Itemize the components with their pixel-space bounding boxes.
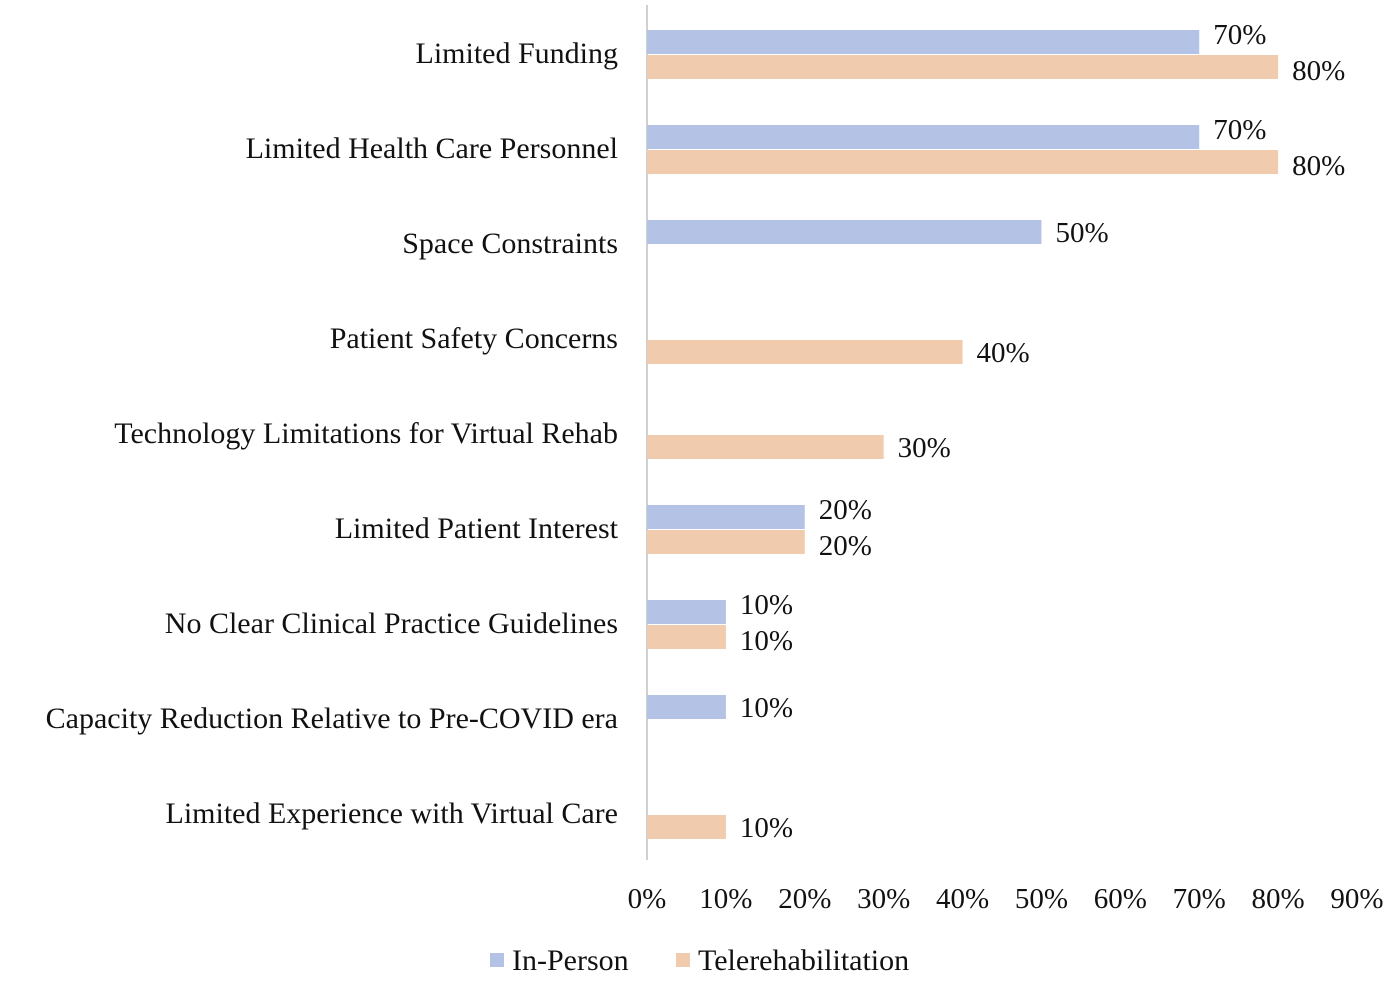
x-tick-label: 10% [699, 883, 752, 915]
bar-in-person [647, 30, 1200, 54]
bar-telerehabilitation [647, 530, 805, 554]
data-label: 40% [977, 337, 1030, 369]
bar-in-person [647, 220, 1042, 244]
category-label: Capacity Reduction Relative to Pre-COVID… [46, 702, 618, 735]
legend-swatch [676, 953, 690, 967]
bar-telerehabilitation [647, 435, 884, 459]
x-tick-label: 90% [1330, 883, 1383, 915]
category-label: Limited Patient Interest [335, 512, 619, 545]
category-label: Technology Limitations for Virtual Rehab [114, 417, 618, 450]
legend-label: In-Person [512, 944, 629, 977]
category-label: Space Constraints [402, 227, 618, 260]
x-tick-label: 20% [778, 883, 831, 915]
legend: In-Person Telerehabilitation [490, 944, 909, 977]
bar-in-person [647, 600, 726, 624]
bar-telerehabilitation [647, 55, 1279, 79]
x-tick-label: 70% [1173, 883, 1226, 915]
data-label: 80% [1292, 150, 1345, 182]
legend-label: Telerehabilitation [698, 944, 909, 977]
legend-swatch [490, 953, 504, 967]
x-axis-ticks: 0% 10% 20% 30% 40% 50% 60% 70% 80% 90% [628, 883, 1384, 915]
bar-telerehabilitation [647, 815, 726, 839]
category-label: Limited Experience with Virtual Care [166, 797, 619, 830]
x-tick-label: 30% [857, 883, 910, 915]
bar-in-person [647, 505, 805, 529]
data-label: 70% [1213, 114, 1266, 146]
category-label: Limited Health Care Personnel [246, 132, 618, 165]
bar-telerehabilitation [647, 150, 1279, 174]
data-label: 10% [740, 812, 793, 844]
bar-in-person [647, 695, 726, 719]
data-label: 10% [740, 625, 793, 657]
x-tick-label: 50% [1015, 883, 1068, 915]
x-tick-label: 80% [1252, 883, 1305, 915]
bar-telerehabilitation [647, 625, 726, 649]
data-label: 10% [740, 589, 793, 621]
data-label: 50% [1055, 217, 1108, 249]
x-tick-label: 40% [936, 883, 989, 915]
bar-telerehabilitation [647, 340, 963, 364]
data-label: 10% [740, 692, 793, 724]
category-label: Limited Funding [416, 37, 619, 70]
category-label: No Clear Clinical Practice Guidelines [165, 607, 618, 640]
category-labels: Limited Funding Limited Health Care Perso… [46, 37, 619, 830]
data-label: 70% [1213, 19, 1266, 51]
bar-in-person [647, 125, 1200, 149]
bars [647, 30, 1279, 839]
x-tick-label: 0% [628, 883, 667, 915]
category-label: Patient Safety Concerns [330, 322, 618, 355]
data-label: 80% [1292, 55, 1345, 87]
x-tick-label: 60% [1094, 883, 1147, 915]
data-labels: 70% 80% 70% 80% 50% 40% 30% 20% 20% 10% 10% 10% 10% [740, 19, 1345, 844]
data-label: 20% [819, 530, 872, 562]
data-label: 30% [898, 432, 951, 464]
data-label: 20% [819, 494, 872, 526]
